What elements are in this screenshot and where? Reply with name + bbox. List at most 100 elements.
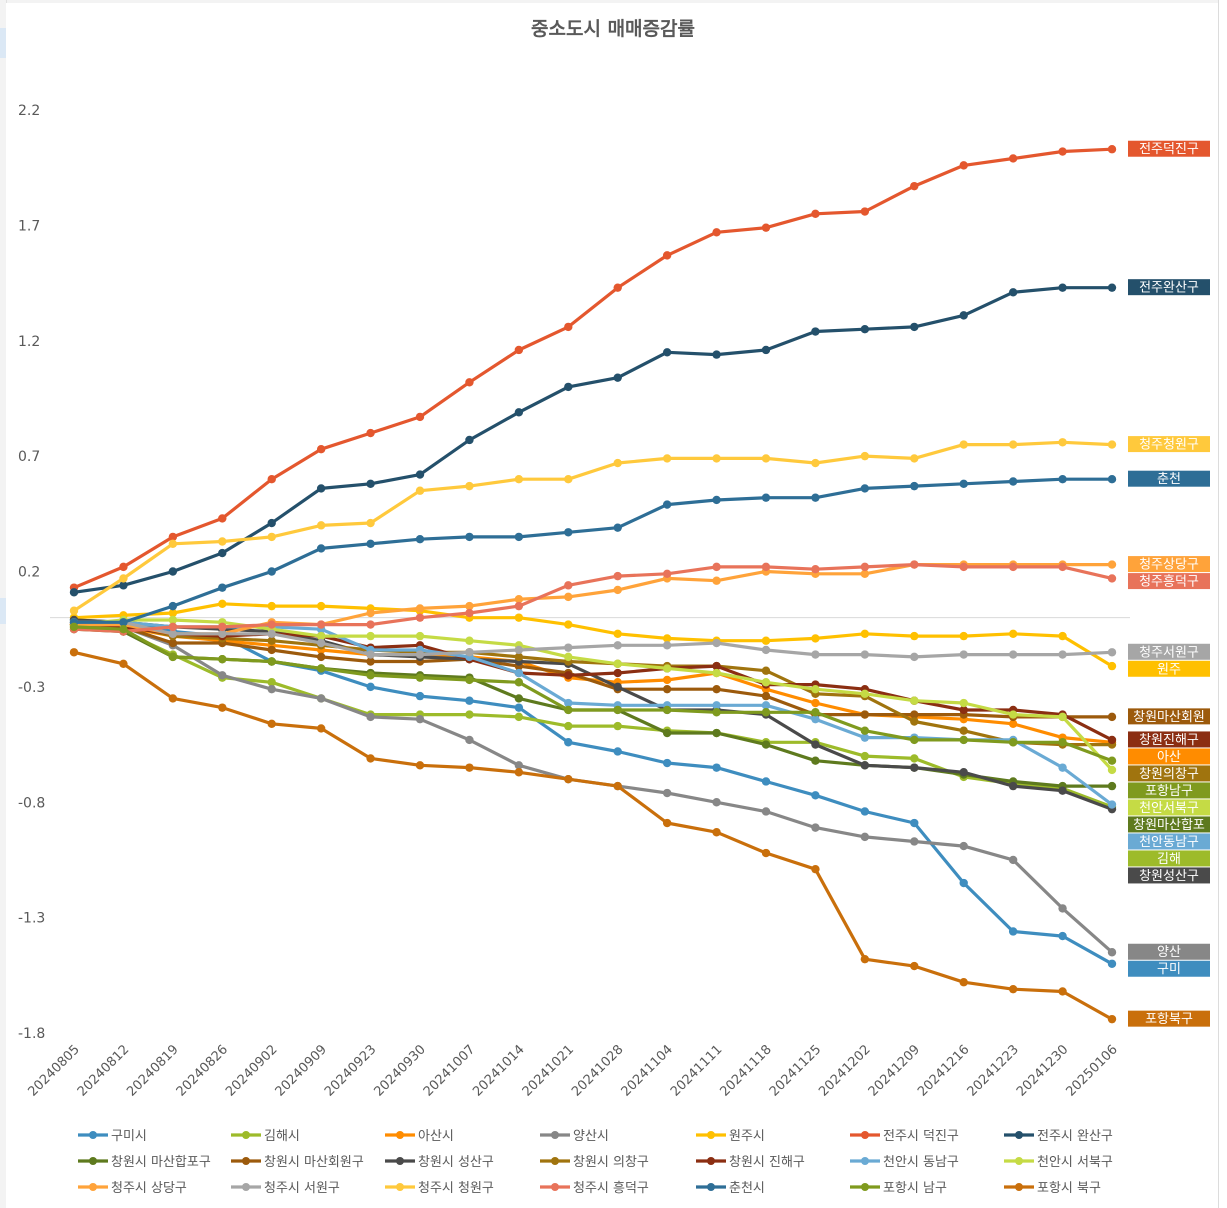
data-point[interactable] [316,694,326,703]
data-point[interactable] [811,740,820,749]
data-point[interactable] [218,671,227,680]
legend-item[interactable]: 천안시 서북구 [1004,1155,1113,1170]
data-point[interactable] [662,675,672,685]
data-point[interactable] [761,807,771,816]
data-point[interactable] [860,832,870,842]
data-point[interactable] [860,954,870,964]
series-line[interactable] [72,602,1114,668]
data-point[interactable] [613,659,622,668]
data-point[interactable] [662,348,672,357]
data-point[interactable] [1008,984,1018,994]
data-point[interactable] [69,588,79,597]
data-point[interactable] [267,719,276,728]
series-line[interactable] [72,625,1114,809]
data-point[interactable] [514,613,524,622]
data-point[interactable] [1008,738,1018,747]
data-point[interactable] [613,585,622,595]
series-10[interactable] [69,620,1117,749]
data-point[interactable] [662,705,672,715]
data-point[interactable] [267,518,276,528]
data-point[interactable] [316,620,326,629]
data-point[interactable] [267,567,276,576]
data-point[interactable] [811,634,820,643]
data-point[interactable] [662,788,672,798]
data-point[interactable] [1008,855,1018,865]
data-point[interactable] [910,763,919,772]
legend-item[interactable]: 구미시 [78,1129,147,1144]
data-point[interactable] [267,475,276,484]
data-point[interactable] [910,652,919,662]
data-point[interactable] [1058,763,1067,772]
data-point[interactable] [860,484,870,493]
data-point[interactable] [514,408,524,417]
data-point[interactable] [514,761,524,770]
data-point[interactable] [316,631,326,641]
data-point[interactable] [1058,283,1067,292]
data-point[interactable] [811,458,820,468]
data-point[interactable] [662,818,672,828]
data-point[interactable] [366,631,375,641]
data-point[interactable] [168,629,178,639]
data-point[interactable] [564,721,573,731]
data-point[interactable] [860,562,870,572]
data-point[interactable] [564,581,573,590]
data-point[interactable] [811,756,820,765]
data-point[interactable] [69,622,79,632]
data-point[interactable] [910,735,919,745]
data-point[interactable] [218,514,227,523]
data-point[interactable] [613,458,622,468]
data-point[interactable] [366,428,375,438]
data-point[interactable] [613,682,622,692]
data-point[interactable] [465,636,474,645]
data-point[interactable] [959,878,968,888]
data-point[interactable] [119,624,128,634]
data-point[interactable] [613,747,622,756]
data-point[interactable] [1107,800,1117,809]
data-point[interactable] [959,440,968,449]
series-line[interactable] [72,286,1114,594]
data-point[interactable] [564,475,573,484]
data-point[interactable] [1008,650,1018,659]
data-point[interactable] [1107,475,1117,484]
data-point[interactable] [1107,560,1117,569]
data-point[interactable] [811,714,820,724]
data-point[interactable] [1107,959,1117,968]
data-point[interactable] [1107,712,1117,722]
data-point[interactable] [761,223,771,232]
data-point[interactable] [564,652,573,662]
data-point[interactable] [218,583,227,592]
legend-item[interactable]: 창원시 마산회원구 [231,1155,364,1170]
data-point[interactable] [1107,765,1117,775]
data-point[interactable] [1107,781,1117,791]
data-point[interactable] [959,631,968,641]
data-point[interactable] [514,768,524,777]
data-point[interactable] [218,599,227,609]
series-line[interactable] [72,620,1114,659]
data-point[interactable] [761,636,771,645]
data-point[interactable] [1107,948,1117,957]
data-point[interactable] [860,710,870,719]
data-point[interactable] [613,641,622,650]
data-point[interactable] [1058,650,1067,659]
data-point[interactable] [1058,562,1067,572]
data-point[interactable] [910,696,919,705]
data-point[interactable] [910,631,919,641]
data-point[interactable] [712,562,721,572]
data-point[interactable] [613,523,622,532]
data-point[interactable] [564,620,573,629]
data-point[interactable] [910,754,919,763]
data-point[interactable] [316,601,326,611]
data-point[interactable] [1058,987,1067,996]
data-point[interactable] [959,650,968,659]
data-point[interactable] [1008,719,1018,728]
series-line[interactable] [72,620,1114,954]
legend-item[interactable]: 포항시 북구 [1004,1181,1101,1196]
data-point[interactable] [564,382,573,392]
data-point[interactable] [910,961,919,971]
data-point[interactable] [662,634,672,643]
data-point[interactable] [564,643,573,652]
data-point[interactable] [415,714,425,724]
data-point[interactable] [1008,562,1018,572]
data-point[interactable] [366,650,375,659]
series-15[interactable] [69,618,1117,662]
